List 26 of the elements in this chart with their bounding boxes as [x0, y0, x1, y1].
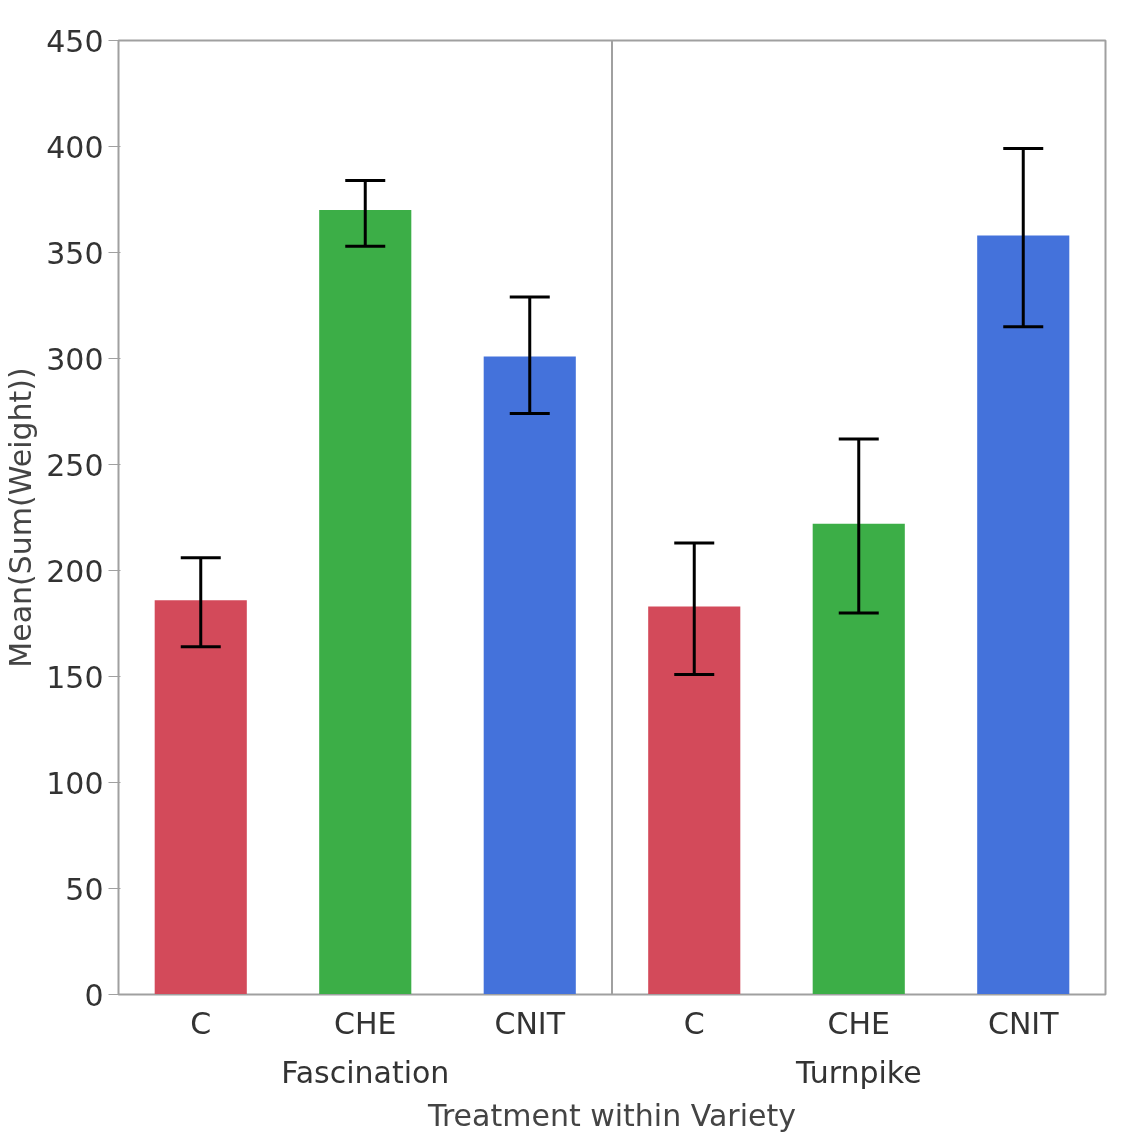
bar	[812, 523, 905, 995]
x-tick-label: C	[683, 1005, 705, 1041]
x-tick-label: CNIT	[494, 1005, 566, 1041]
x-tick-label: CNIT	[987, 1005, 1060, 1041]
y-tick-label: 300	[46, 341, 104, 377]
bar	[483, 356, 576, 995]
y-tick-label: 350	[46, 235, 104, 271]
text: Turnpike	[794, 1054, 922, 1090]
bar	[977, 235, 1070, 995]
x-tick-label: C	[190, 1005, 212, 1041]
x-tick-label: CHE	[334, 1005, 397, 1041]
y-tick-label: 0	[84, 977, 104, 1013]
y-tick-label: 200	[46, 553, 104, 589]
y-tick-label: 450	[46, 23, 104, 59]
y-axis-title: Mean(Sum(Weight))	[3, 367, 39, 668]
y-tick-label: 50	[65, 871, 104, 907]
bar	[154, 600, 247, 995]
y-tick-label: 400	[46, 129, 104, 165]
y-tick-label: 100	[46, 765, 104, 801]
x-axis-title: Treatment within Variety	[427, 1097, 796, 1133]
x-tick-label: CHE	[827, 1005, 890, 1041]
bar	[648, 606, 741, 995]
text: Fascination	[281, 1054, 450, 1090]
bar	[319, 210, 412, 995]
y-tick-label: 250	[46, 447, 104, 483]
y-tick-label: 150	[46, 659, 104, 695]
